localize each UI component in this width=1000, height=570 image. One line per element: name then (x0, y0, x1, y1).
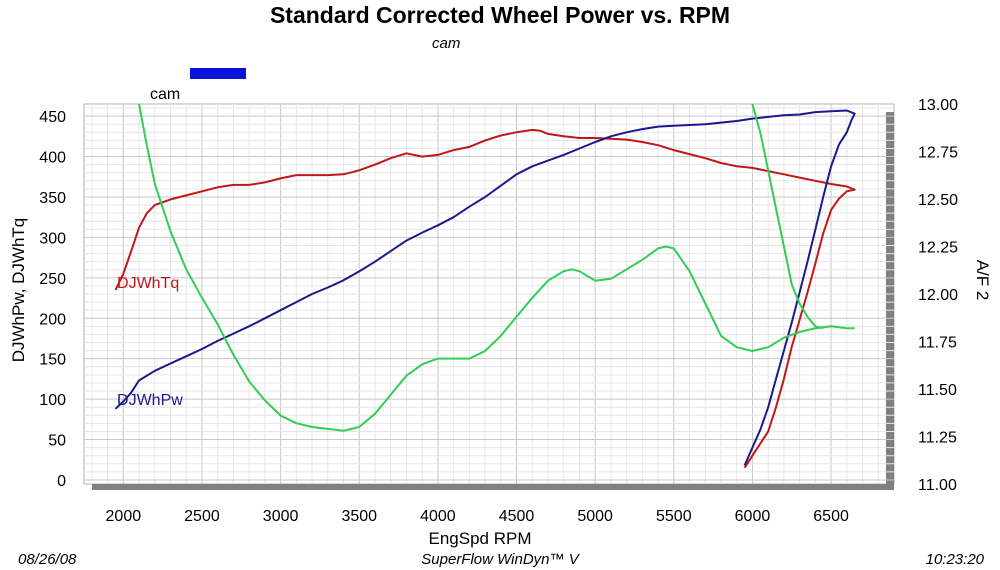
x-tick-label: 6500 (813, 508, 849, 525)
series-line-djwhpw (114, 109, 856, 466)
x-tick-label: 2000 (106, 508, 142, 525)
right-axis-bar (886, 112, 894, 484)
footer-date: 08/26/08 (18, 551, 77, 568)
series-line-djwhtq (114, 128, 856, 469)
subtitle-box (470, 36, 562, 51)
y-right-tick-label: 11.00 (918, 477, 957, 494)
y-right-tick-label: 11.25 (918, 430, 957, 447)
y-left-tick-label: 50 (48, 433, 66, 450)
footer-time: 10:23:20 (925, 551, 984, 568)
x-tick-label: 6000 (735, 508, 771, 525)
x-tick-label: 5000 (577, 508, 613, 525)
y-left-tick-label: 250 (39, 271, 66, 288)
footer-software: SuperFlow WinDyn™ V (421, 551, 579, 568)
y-left-tick-label: 450 (39, 109, 66, 126)
x-tick-label: 2500 (184, 508, 220, 525)
y-left-tick-label: 200 (39, 311, 66, 328)
y-left-tick-label: 0 (57, 473, 66, 490)
y-right-tick-label: 11.75 (918, 335, 957, 352)
y-right-tick-label: 12.50 (918, 192, 958, 209)
legend-box (192, 86, 290, 102)
x-tick-label: 4000 (420, 508, 456, 525)
y-right-tick-label: 12.75 (918, 145, 958, 162)
y-right-tick-label: 13.00 (918, 97, 958, 114)
y-left-tick-label: 100 (39, 392, 66, 409)
series-line-a-f-2-upper-branch- (751, 104, 824, 330)
chart-subtitle: cam (432, 35, 461, 52)
x-tick-label: 3500 (341, 508, 377, 525)
series-label: DJWhTq (117, 275, 179, 292)
y-left-tick-label: 300 (39, 230, 66, 247)
x-tick-label: 4500 (499, 508, 535, 525)
x-tick-label: 5500 (656, 508, 692, 525)
series-label: DJWhPw (117, 392, 183, 409)
legend-label: cam (150, 86, 181, 103)
chart-title: Standard Corrected Wheel Power vs. RPM (269, 2, 731, 28)
legend-swatch (190, 68, 246, 79)
y-axis-label-right: A/F 2 (973, 260, 992, 301)
series-line-a-f-2 (138, 104, 855, 432)
y-right-tick-label: 12.00 (918, 287, 958, 304)
x-tick-label: 3000 (263, 508, 299, 525)
y-right-tick-label: 11.50 (918, 382, 957, 399)
y-left-tick-label: 150 (39, 352, 66, 369)
x-axis-label: EngSpd RPM (429, 529, 532, 548)
y-axis-label-left: DJWhPw, DJWhTq (9, 218, 28, 363)
x-axis-bar (92, 484, 894, 490)
y-left-tick-label: 400 (39, 150, 66, 167)
y-right-tick-label: 12.25 (918, 240, 958, 257)
y-left-tick-label: 350 (39, 190, 66, 207)
